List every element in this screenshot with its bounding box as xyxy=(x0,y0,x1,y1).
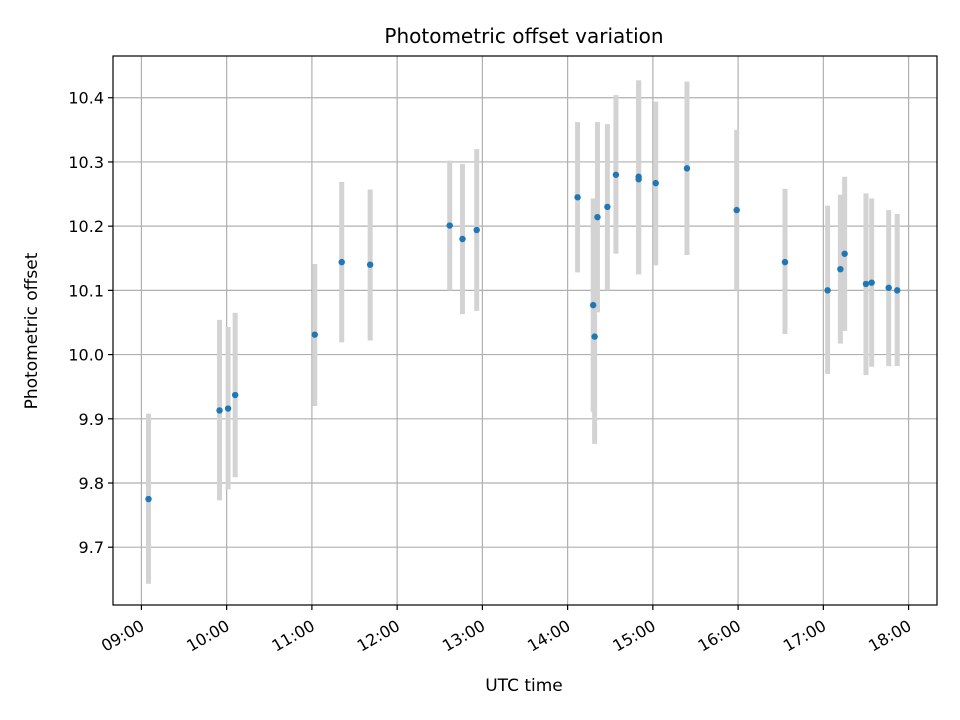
plot-area-frame xyxy=(112,55,938,606)
data-point xyxy=(591,333,598,340)
data-point xyxy=(589,301,597,309)
data-points xyxy=(145,165,901,503)
data-point xyxy=(862,280,870,288)
y-axis-label: Photometric offset xyxy=(22,252,42,409)
chart-title: Photometric offset variation xyxy=(384,24,663,48)
data-point xyxy=(446,222,453,229)
data-point xyxy=(231,391,239,399)
data-point xyxy=(652,179,659,187)
data-point xyxy=(604,203,611,211)
y-tick-label: 10.3 xyxy=(68,153,104,172)
data-point xyxy=(612,171,620,178)
data-point xyxy=(574,194,581,201)
data-point xyxy=(824,287,831,294)
data-point xyxy=(837,265,844,273)
data-point xyxy=(594,213,601,221)
data-point xyxy=(216,407,223,414)
data-point xyxy=(733,206,740,214)
y-tick-label: 9.9 xyxy=(79,410,104,429)
y-tick-label: 10.1 xyxy=(68,281,104,300)
data-point xyxy=(868,279,875,286)
data-point xyxy=(459,235,466,243)
y-tick-label: 10.0 xyxy=(68,346,104,365)
data-point xyxy=(781,258,789,266)
data-point xyxy=(224,405,232,412)
data-point xyxy=(311,331,318,338)
data-point xyxy=(366,261,374,268)
data-point xyxy=(683,165,691,172)
data-point xyxy=(473,226,480,234)
grid xyxy=(113,56,937,605)
y-tick-label: 10.2 xyxy=(68,217,104,236)
data-point xyxy=(635,176,642,183)
y-tick-label: 9.7 xyxy=(79,538,104,557)
data-point xyxy=(841,250,848,257)
y-tick-label: 9.8 xyxy=(79,474,104,493)
x-axis-label: UTC time xyxy=(485,676,563,696)
data-point xyxy=(894,287,901,294)
data-point xyxy=(885,284,892,291)
data-point xyxy=(338,258,345,266)
y-tick-label: 10.4 xyxy=(68,89,104,108)
data-point xyxy=(145,495,152,503)
y-axis-ticks: 9.7 9.8 9.9 10.0 10.1 10.2 10.3 10.4 xyxy=(68,89,113,557)
